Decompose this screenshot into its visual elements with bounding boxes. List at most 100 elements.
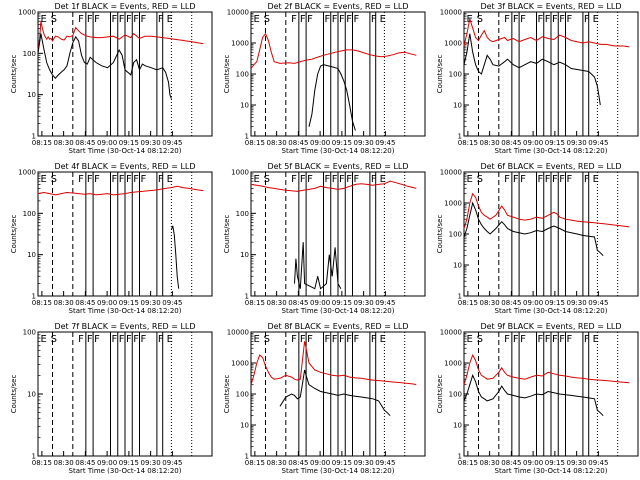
chart-title: Det 2f BLACK = Events, RED = LLD <box>267 2 408 11</box>
y-tick-label: 1000 <box>444 200 462 208</box>
event-marker-label: F <box>325 174 331 185</box>
y-tick-label: 100 <box>236 210 249 218</box>
events-series-line <box>463 373 604 417</box>
event-marker-label: F <box>371 14 377 25</box>
event-marker-label: F <box>87 334 93 345</box>
y-axis-label: Counts/sec <box>436 55 444 94</box>
events-series-line <box>170 225 180 289</box>
x-tick-label: 08:45 <box>501 459 521 467</box>
x-tick-label: 08:45 <box>288 139 308 147</box>
x-tick-label: 08:15 <box>458 139 478 147</box>
chart-title: Det 1f BLACK = Events, RED = LLD <box>54 2 195 11</box>
event-marker-label: F <box>346 334 352 345</box>
x-tick-label: 08:15 <box>245 459 265 467</box>
event-marker-label: F <box>339 14 345 25</box>
x-tick-label: 08:45 <box>288 299 308 307</box>
event-marker-label: E <box>593 14 599 25</box>
event-marker-label: F <box>559 174 565 185</box>
event-marker-label: F <box>307 174 313 185</box>
y-tick-label: 1 <box>458 293 462 301</box>
event-marker-label: E <box>40 14 46 25</box>
event-marker-label: F <box>559 14 565 25</box>
y-tick-label: 10 <box>240 102 249 110</box>
event-marker-label: F <box>133 174 139 185</box>
x-tick-label: 09:45 <box>588 299 608 307</box>
event-marker-label: F <box>545 14 551 25</box>
event-marker-label: F <box>307 14 313 25</box>
x-tick-label: 08:30 <box>480 459 500 467</box>
events-series-line <box>37 33 172 99</box>
event-marker-label: F <box>584 174 590 185</box>
y-axis-label: Counts/sec <box>223 55 231 94</box>
x-tick-label: 08:45 <box>75 299 95 307</box>
chart-title: Det 3f BLACK = Events, RED = LLD <box>480 2 621 11</box>
y-axis-label: Counts/sec <box>10 375 18 414</box>
x-tick-label: 09:15 <box>332 459 352 467</box>
lld-series-line <box>250 180 417 192</box>
x-tick-label: 09:15 <box>545 299 565 307</box>
x-tick-label: 09:30 <box>567 459 587 467</box>
x-tick-label: 09:00 <box>97 459 117 467</box>
event-marker-label: F <box>354 174 360 185</box>
event-marker-label: F <box>87 174 93 185</box>
y-tick-label: 1 <box>32 293 36 301</box>
y-tick-label: 1000 <box>444 40 462 48</box>
x-tick-label: 08:15 <box>32 299 52 307</box>
event-marker-label: F <box>354 14 360 25</box>
x-tick-label: 08:30 <box>267 459 287 467</box>
events-series-line <box>294 242 342 290</box>
event-marker-label: S <box>477 14 483 25</box>
x-tick-label: 09:00 <box>97 299 117 307</box>
y-tick-label: 1 <box>458 453 462 461</box>
events-series-line <box>463 33 601 106</box>
event-marker-label: F <box>545 334 551 345</box>
x-tick-label: 09:30 <box>354 139 374 147</box>
y-tick-label: 10 <box>453 422 462 430</box>
event-marker-label: F <box>78 14 84 25</box>
x-tick-label: 09:00 <box>310 299 330 307</box>
event-marker-label: F <box>300 14 306 25</box>
y-tick-label: 100 <box>449 231 462 239</box>
x-tick-label: 09:30 <box>567 299 587 307</box>
event-marker-label: F <box>584 14 590 25</box>
y-tick-label: 1 <box>458 133 462 141</box>
y-axis-label: Counts/sec <box>10 55 18 94</box>
y-tick-label: 100 <box>449 71 462 79</box>
event-marker-label: F <box>158 174 164 185</box>
event-marker-label: F <box>94 174 100 185</box>
x-axis-label: Start Time (30-Oct-14 08:12:20) <box>495 307 608 315</box>
event-marker-label: S <box>51 174 57 185</box>
event-marker-label: E <box>593 174 599 185</box>
x-tick-label: 08:30 <box>267 139 287 147</box>
y-tick-label: 100 <box>23 50 36 58</box>
event-marker-label: F <box>94 14 100 25</box>
event-marker-label: F <box>291 174 297 185</box>
lld-series-line <box>250 341 417 386</box>
event-marker-label: F <box>291 334 297 345</box>
chart-title: Det 9f BLACK = Events, RED = LLD <box>480 322 621 331</box>
lld-series-line <box>37 21 204 51</box>
event-marker-label: E <box>253 14 259 25</box>
y-tick-label: 10000 <box>227 9 249 17</box>
x-axis-label: Start Time (30-Oct-14 08:12:20) <box>495 147 608 155</box>
event-marker-label: F <box>504 14 510 25</box>
event-marker-label: F <box>371 334 377 345</box>
event-marker-label: E <box>380 334 386 345</box>
event-marker-label: S <box>51 14 57 25</box>
x-axis-label: Start Time (30-Oct-14 08:12:20) <box>69 467 182 475</box>
event-marker-label: F <box>504 334 510 345</box>
event-marker-label: F <box>538 334 544 345</box>
x-tick-label: 09:45 <box>162 139 182 147</box>
y-tick-label: 1 <box>32 453 36 461</box>
x-tick-label: 08:15 <box>458 299 478 307</box>
y-axis-label: Counts/sec <box>436 215 444 254</box>
y-tick-label: 1 <box>32 133 36 141</box>
x-tick-label: 08:45 <box>75 459 95 467</box>
event-marker-label: F <box>141 14 147 25</box>
event-marker-label: F <box>354 334 360 345</box>
event-marker-label: E <box>167 334 173 345</box>
event-marker-label: F <box>538 14 544 25</box>
